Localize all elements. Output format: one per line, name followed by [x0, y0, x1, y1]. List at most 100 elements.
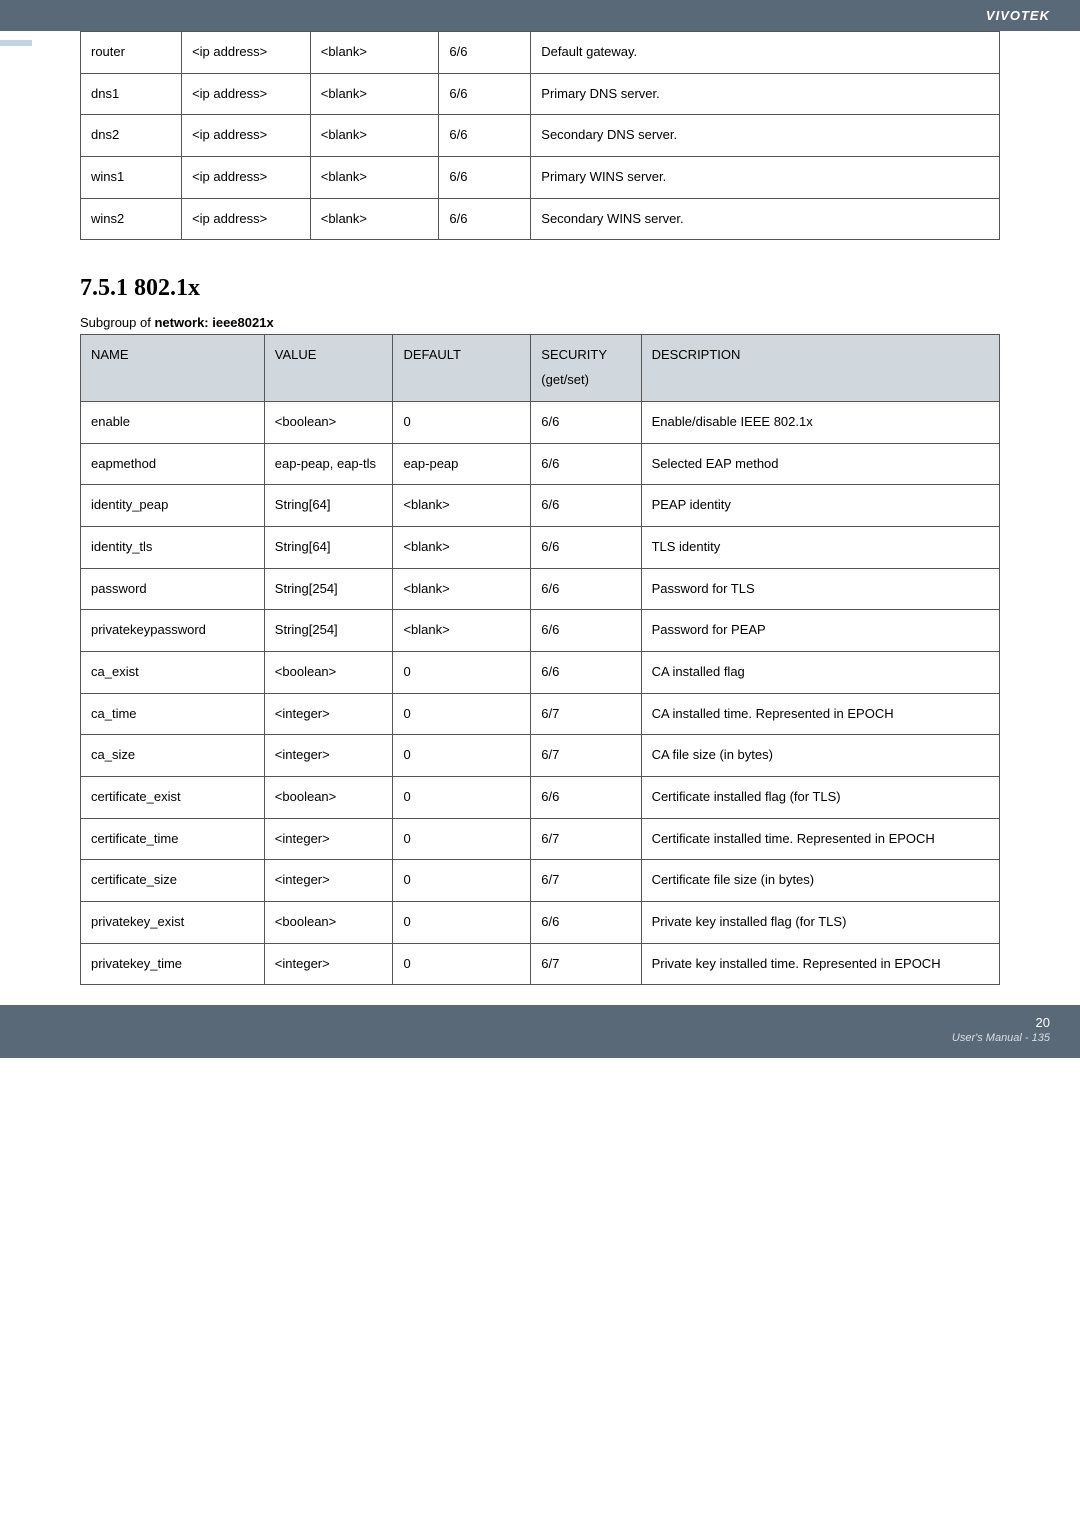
table-row: passwordString[254]<blank>6/6Password fo… [81, 568, 1000, 610]
subgroup-key: network: ieee8021x [154, 315, 273, 330]
col-name: NAME [81, 335, 265, 401]
table-row: identity_peapString[64]<blank>6/6PEAP id… [81, 485, 1000, 527]
cell-description: Primary DNS server. [531, 73, 1000, 115]
manual-page-label: User's Manual - 135 [952, 1032, 1050, 1044]
table-row: privatekey_time<integer>06/7Private key … [81, 943, 1000, 985]
table-row: identity_tlsString[64]<blank>6/6TLS iden… [81, 526, 1000, 568]
col-security: SECURITY (get/set) [531, 335, 641, 401]
cell-value: String[64] [264, 485, 393, 527]
section-heading: 7.5.1 802.1x [80, 275, 1000, 302]
cell-name: privatekeypassword [81, 610, 265, 652]
cell-security: 6/7 [531, 693, 641, 735]
cell-default: 0 [393, 860, 531, 902]
cell-security: 6/6 [439, 157, 531, 199]
cell-security: 6/6 [531, 610, 641, 652]
table-row: ca_time<integer>06/7CA installed time. R… [81, 693, 1000, 735]
table-row: dns1 <ip address> <blank> 6/6 Primary DN… [81, 73, 1000, 115]
cell-name: wins1 [81, 157, 182, 199]
cell-value: <boolean> [264, 902, 393, 944]
cell-default: 0 [393, 651, 531, 693]
cell-name: router [81, 32, 182, 74]
cell-description: PEAP identity [641, 485, 999, 527]
table-row: dns2 <ip address> <blank> 6/6 Secondary … [81, 115, 1000, 157]
cell-default: <blank> [310, 32, 439, 74]
cell-default: 0 [393, 735, 531, 777]
cell-value: <integer> [264, 860, 393, 902]
cell-value: String[254] [264, 568, 393, 610]
cell-name: identity_tls [81, 526, 265, 568]
cell-security: 6/6 [531, 651, 641, 693]
cell-description: Enable/disable IEEE 802.1x [641, 401, 999, 443]
cell-description: Primary WINS server. [531, 157, 1000, 199]
cell-value: String[254] [264, 610, 393, 652]
cell-default: 0 [393, 943, 531, 985]
cell-security: 6/7 [531, 735, 641, 777]
cell-name: privatekey_time [81, 943, 265, 985]
brand-label: VIVOTEK [986, 8, 1050, 23]
table-row: ca_size<integer>06/7CA file size (in byt… [81, 735, 1000, 777]
footer-bar: 20 User's Manual - 135 [0, 1005, 1080, 1058]
cell-security: 6/6 [531, 485, 641, 527]
cell-value: <ip address> [182, 32, 311, 74]
cell-value: <ip address> [182, 198, 311, 240]
cell-description: Secondary DNS server. [531, 115, 1000, 157]
table-header-row: NAME VALUE DEFAULT SECURITY (get/set) DE… [81, 335, 1000, 401]
accent-strip [0, 40, 32, 46]
cell-name: certificate_time [81, 818, 265, 860]
cell-security: 6/7 [531, 860, 641, 902]
cell-value: eap-peap, eap-tls [264, 443, 393, 485]
cell-security: 6/6 [439, 198, 531, 240]
subgroup-prefix: Subgroup of [80, 315, 154, 330]
cell-security: 6/7 [531, 943, 641, 985]
cell-description: Certificate file size (in bytes) [641, 860, 999, 902]
cell-description: TLS identity [641, 526, 999, 568]
cell-security: 6/6 [531, 777, 641, 819]
network-params-table: router <ip address> <blank> 6/6 Default … [80, 31, 1000, 240]
cell-security: 6/6 [439, 32, 531, 74]
cell-name: eapmethod [81, 443, 265, 485]
page-content: router <ip address> <blank> 6/6 Default … [0, 31, 1080, 1005]
header-bar: VIVOTEK [0, 0, 1080, 31]
cell-default: <blank> [393, 610, 531, 652]
cell-value: <ip address> [182, 73, 311, 115]
cell-security: 6/6 [439, 73, 531, 115]
cell-name: ca_size [81, 735, 265, 777]
cell-security: 6/6 [531, 526, 641, 568]
inner-page-number: 20 [30, 1015, 1050, 1030]
table-row: enable<boolean>06/6Enable/disable IEEE 8… [81, 401, 1000, 443]
table-row: router <ip address> <blank> 6/6 Default … [81, 32, 1000, 74]
cell-default: <blank> [393, 485, 531, 527]
cell-value: <integer> [264, 818, 393, 860]
cell-name: enable [81, 401, 265, 443]
cell-value: <integer> [264, 735, 393, 777]
cell-name: identity_peap [81, 485, 265, 527]
col-description: DESCRIPTION [641, 335, 999, 401]
cell-default: <blank> [393, 526, 531, 568]
cell-default: 0 [393, 401, 531, 443]
cell-description: Private key installed time. Represented … [641, 943, 999, 985]
cell-name: password [81, 568, 265, 610]
cell-description: Private key installed flag (for TLS) [641, 902, 999, 944]
cell-name: dns2 [81, 115, 182, 157]
cell-description: Secondary WINS server. [531, 198, 1000, 240]
cell-value: <boolean> [264, 651, 393, 693]
cell-description: Password for PEAP [641, 610, 999, 652]
cell-value: <integer> [264, 693, 393, 735]
table-row: ca_exist<boolean>06/6CA installed flag [81, 651, 1000, 693]
cell-value: <boolean> [264, 401, 393, 443]
cell-default: <blank> [310, 198, 439, 240]
col-value: VALUE [264, 335, 393, 401]
table-row: certificate_time<integer>06/7Certificate… [81, 818, 1000, 860]
table-row: eapmethodeap-peap, eap-tlseap-peap6/6Sel… [81, 443, 1000, 485]
ieee8021x-table: NAME VALUE DEFAULT SECURITY (get/set) DE… [80, 334, 1000, 985]
cell-value: String[64] [264, 526, 393, 568]
cell-security: 6/6 [531, 568, 641, 610]
cell-security: 6/6 [531, 902, 641, 944]
cell-name: ca_exist [81, 651, 265, 693]
cell-description: Selected EAP method [641, 443, 999, 485]
cell-name: certificate_size [81, 860, 265, 902]
subgroup-line: Subgroup of network: ieee8021x [80, 315, 1000, 330]
cell-description: CA installed flag [641, 651, 999, 693]
cell-default: <blank> [393, 568, 531, 610]
cell-security: 6/6 [531, 443, 641, 485]
